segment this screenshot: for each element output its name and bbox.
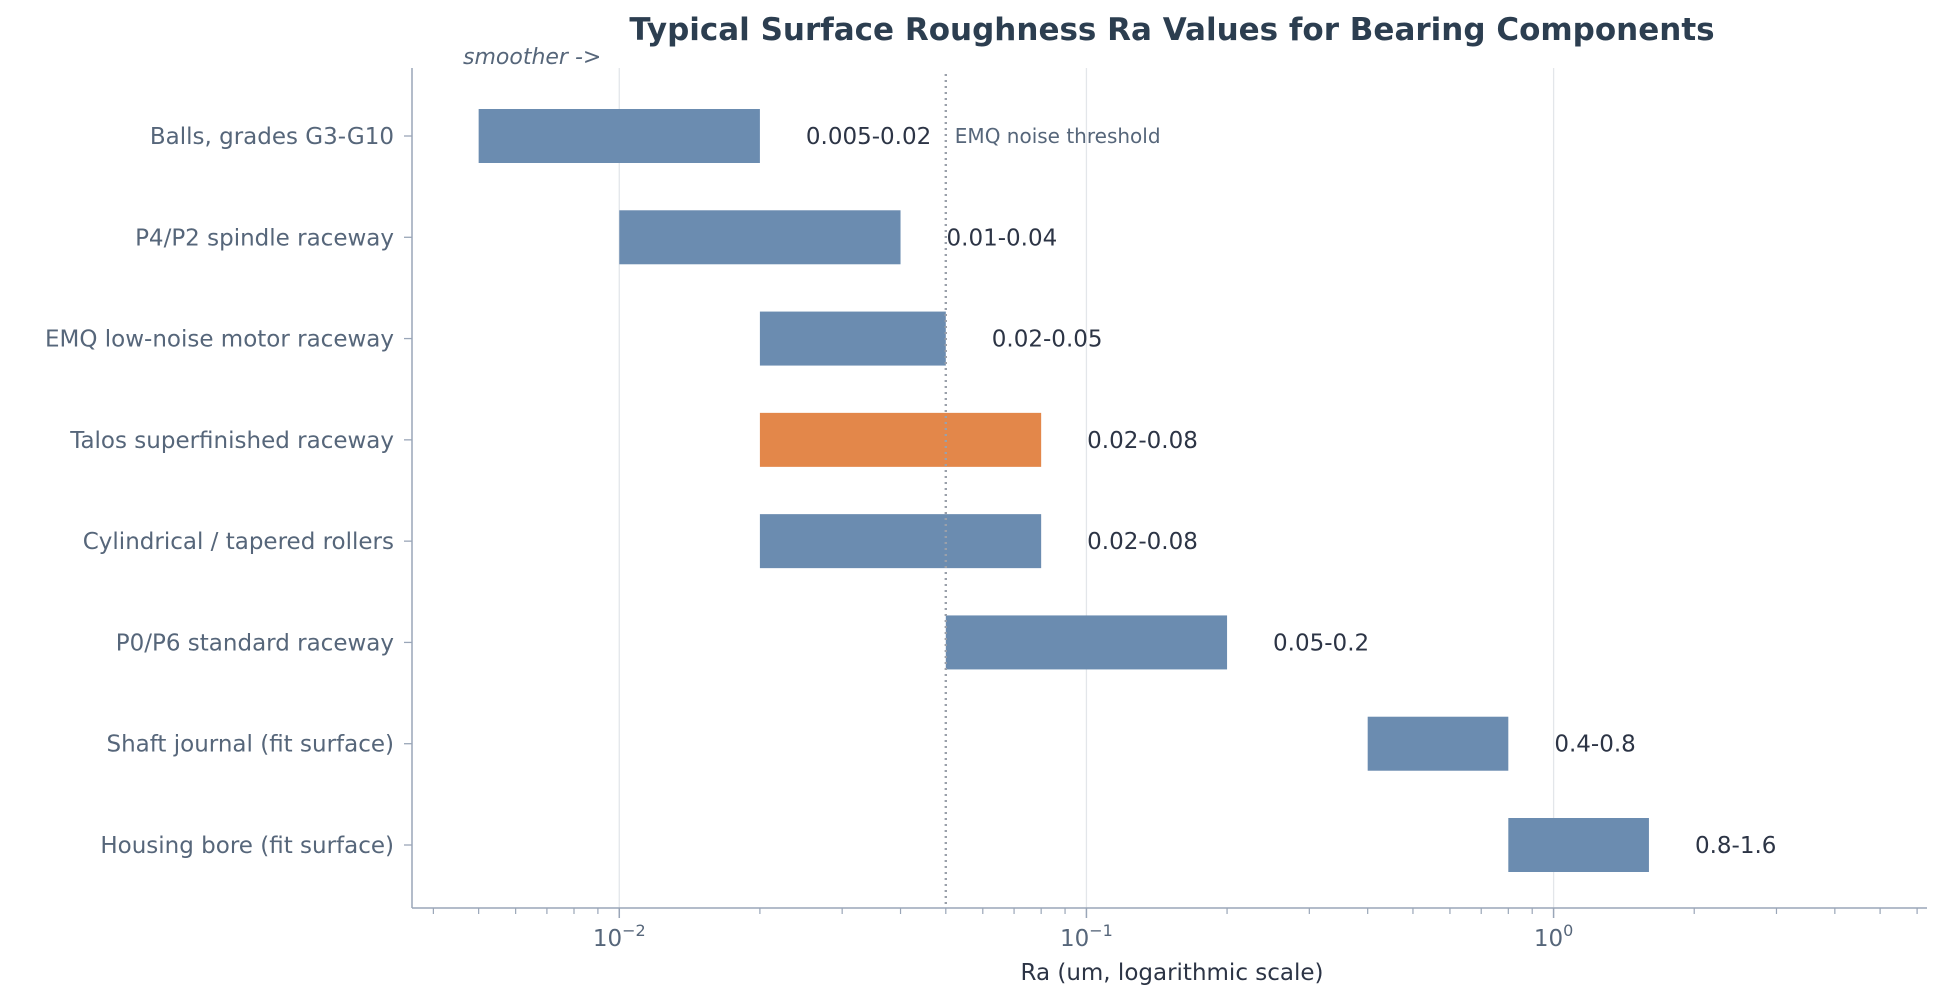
category-label-0: Balls, grades G3-G10 — [150, 124, 394, 150]
x-axis-label: Ra (um, logarithmic scale) — [1020, 960, 1323, 986]
category-label-1: P4/P2 spindle raceway — [135, 225, 394, 251]
bar-7 — [1508, 818, 1649, 872]
bar-4 — [759, 514, 1042, 569]
value-label-2: 0.02-0.05 — [992, 327, 1103, 353]
chart-title: Typical Surface Roughness Ra Values for … — [629, 12, 1714, 48]
bar-5 — [945, 615, 1228, 670]
gridlines — [618, 68, 1555, 908]
bar-3 — [759, 412, 1042, 467]
bar-0 — [478, 109, 760, 163]
category-label-3: Talos superfinished raceway — [69, 428, 394, 454]
category-label-5: P0/P6 standard raceway — [116, 630, 394, 656]
value-label-6: 0.4-0.8 — [1554, 732, 1635, 758]
bar-1 — [619, 210, 901, 265]
category-label-4: Cylindrical / tapered rollers — [83, 529, 394, 555]
value-label-0: 0.005-0.02 — [806, 124, 931, 150]
value-label-5: 0.05-0.2 — [1273, 630, 1369, 656]
category-label-7: Housing bore (fit surface) — [100, 833, 394, 859]
x-tick-label-0: 10−2 — [593, 921, 646, 952]
bars — [478, 109, 1649, 872]
category-label-6: Shaft journal (fit surface) — [106, 732, 394, 758]
labels: 0.005-0.02 Balls, grades G3-G10 0.01-0.04 P… — [45, 124, 1776, 952]
bar-2 — [759, 311, 946, 366]
value-label-1: 0.01-0.04 — [947, 225, 1058, 251]
reference-line-label: EMQ noise threshold — [955, 124, 1161, 148]
value-label-4: 0.02-0.08 — [1087, 529, 1198, 555]
x-tick-label-1: 10−1 — [1060, 921, 1113, 952]
value-label-3: 0.02-0.08 — [1087, 428, 1198, 454]
x-tick-label-2: 100 — [1534, 921, 1573, 952]
bar-6 — [1367, 716, 1509, 771]
reference-line-group: EMQ noise threshold — [944, 74, 1161, 908]
axes — [411, 68, 1927, 918]
category-label-2: EMQ low-noise motor raceway — [45, 327, 394, 353]
value-label-7: 0.8-1.6 — [1695, 833, 1776, 859]
direction-annotation: smoother -> — [463, 45, 601, 70]
